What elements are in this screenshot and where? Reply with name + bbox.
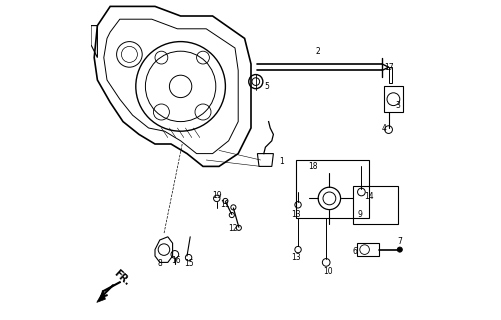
Text: 1: 1 [279, 157, 283, 166]
Text: 4: 4 [381, 124, 385, 132]
Text: 12: 12 [228, 224, 237, 233]
Text: FR.: FR. [112, 268, 132, 288]
Bar [295, 160, 369, 218]
Text: 2: 2 [315, 47, 320, 56]
Text: 18: 18 [308, 162, 318, 171]
Circle shape [396, 247, 402, 252]
Polygon shape [97, 291, 105, 302]
Text: 13: 13 [291, 210, 300, 219]
Text: 3: 3 [395, 101, 400, 110]
Text: 8: 8 [157, 260, 162, 268]
Text: 10: 10 [322, 268, 332, 276]
Bar [383, 86, 402, 112]
Text: 6: 6 [352, 247, 357, 256]
Text: 13: 13 [291, 253, 300, 262]
Bar [353, 186, 397, 224]
Text: 7: 7 [397, 237, 401, 246]
Text: 5: 5 [264, 82, 269, 91]
Text: 15: 15 [183, 260, 193, 268]
Text: 19: 19 [212, 191, 222, 200]
Text: 9: 9 [357, 210, 362, 219]
Text: 14: 14 [364, 192, 373, 201]
Bar [356, 243, 378, 256]
Bar [388, 67, 392, 83]
Text: 16: 16 [171, 256, 180, 265]
Text: 17: 17 [383, 63, 393, 72]
Text: 11: 11 [220, 200, 229, 209]
